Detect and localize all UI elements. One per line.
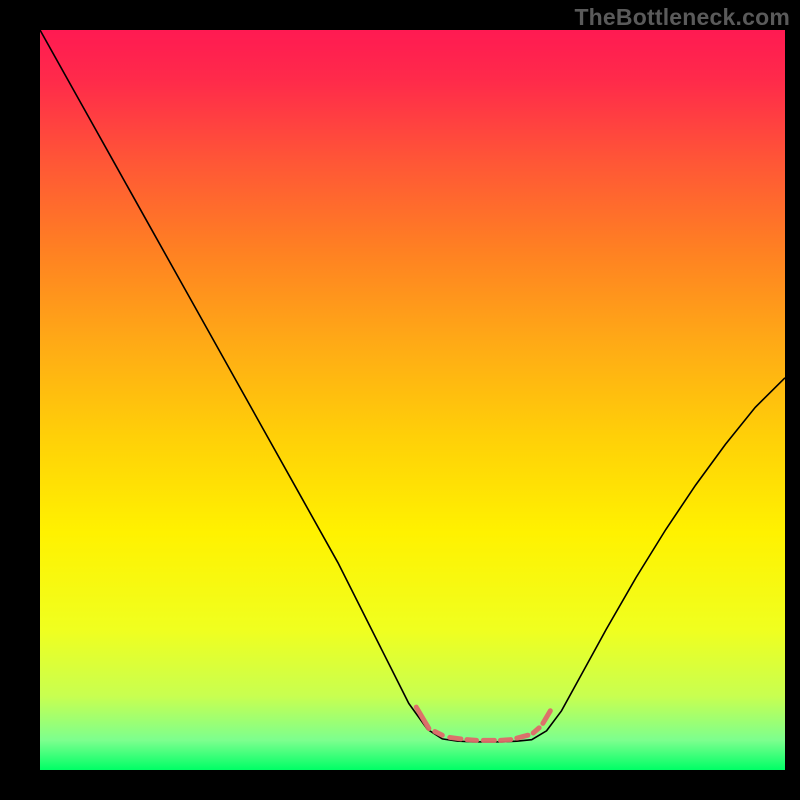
chart-frame: TheBottleneck.com [0,0,800,800]
optimal-marker-segment [467,740,477,741]
optimal-marker-segment [500,740,510,741]
optimal-marker-segment [450,737,461,738]
plot-area [40,30,785,770]
bottleneck-curve-chart [40,30,785,770]
gradient-background [40,30,785,770]
optimal-marker-segment [517,735,528,738]
watermark-text: TheBottleneck.com [574,4,790,31]
optimal-marker-segment [435,732,442,736]
